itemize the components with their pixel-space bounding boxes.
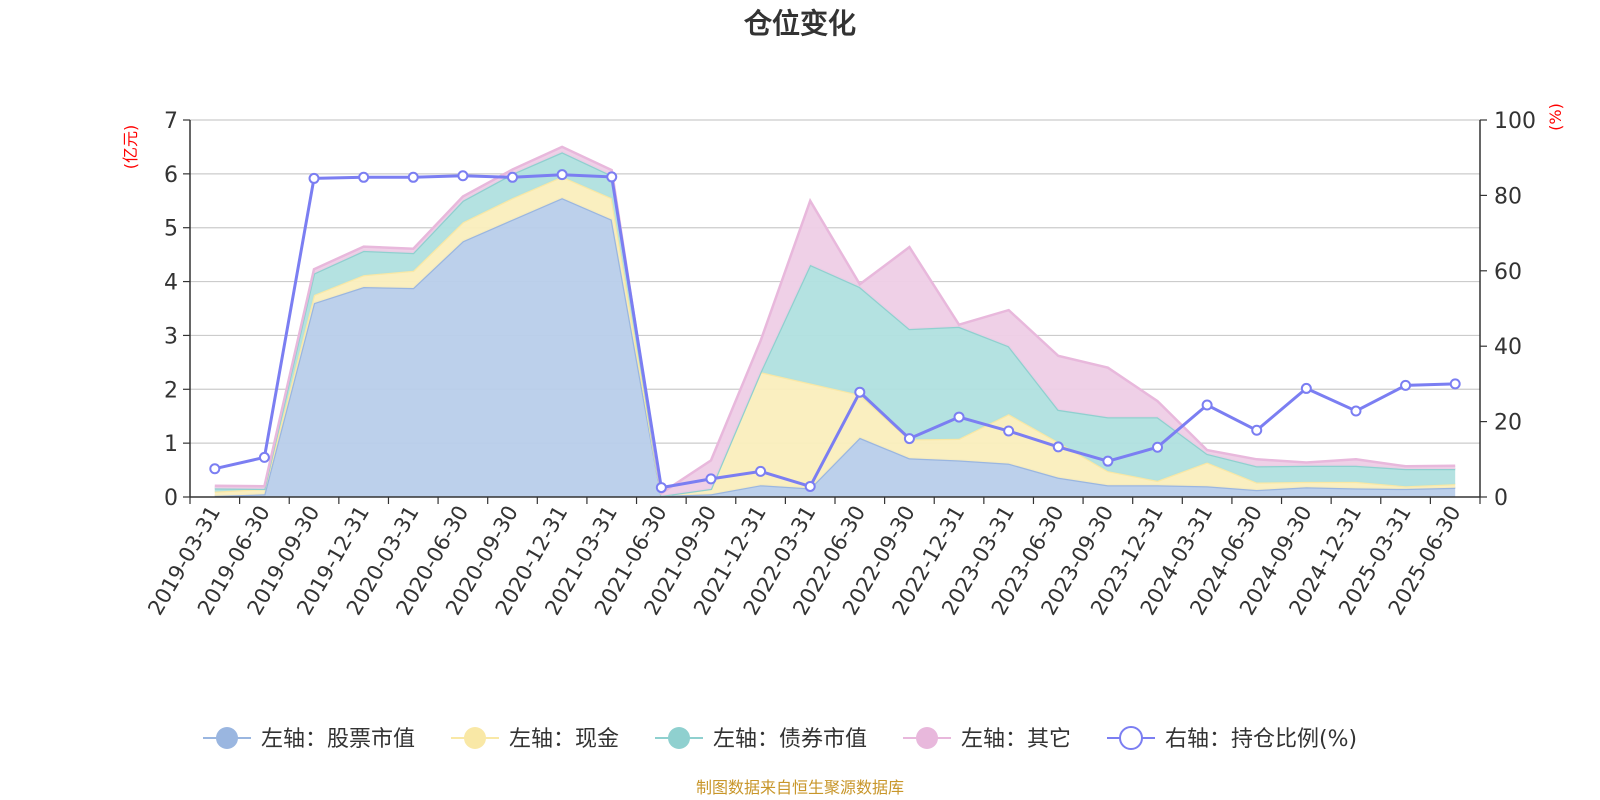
left-tick-label: 5 [164, 217, 178, 242]
ratio-point [407, 171, 419, 183]
legend: 左轴：股票市值 左轴：现金 左轴：债券市值 左轴：其它 右轴：持仓比例(%) [203, 726, 1357, 752]
area-左轴：股票市值 [214, 198, 1456, 497]
stacked-areas [214, 145, 1456, 498]
left-tick-label: 1 [164, 432, 178, 457]
ratio-point [804, 480, 816, 492]
legend-item: 左轴：股票市值 [203, 727, 415, 752]
ratio-point [1201, 399, 1213, 411]
ratio-point [1251, 424, 1263, 436]
ratio-point [1300, 382, 1312, 394]
right-tick-label: 20 [1494, 411, 1522, 436]
ratio-point [1003, 425, 1015, 437]
legend-label: 右轴：持仓比例(%) [1165, 727, 1357, 752]
right-axis-unit: (%) [1546, 103, 1565, 131]
left-tick-label: 3 [164, 324, 178, 349]
legend-label: 左轴：现金 [509, 727, 619, 752]
legend-label: 左轴：股票市值 [261, 727, 415, 752]
left-tick-label: 2 [164, 378, 178, 403]
area-左轴：现金 [214, 176, 1456, 496]
ratio-point [457, 170, 469, 182]
legend-marker [464, 727, 486, 749]
ratio-point [705, 473, 717, 485]
ratio-point [953, 411, 965, 423]
legend-item: 左轴：现金 [451, 727, 619, 752]
ratio-point [903, 433, 915, 445]
ratio-point [655, 482, 667, 494]
legend-marker [916, 727, 938, 749]
ratio-point [854, 386, 866, 398]
chart-title: 仓位变化 [744, 7, 856, 40]
line-右轴：持仓比例(%) [214, 173, 1456, 490]
left-axis-unit: (亿元) [121, 125, 140, 170]
right-tick-label: 60 [1494, 260, 1522, 285]
ratio-point [258, 451, 270, 463]
legend-item: 左轴：其它 [903, 727, 1071, 752]
area-左轴：其它 [214, 146, 1456, 496]
legend-marker [668, 727, 690, 749]
legend-marker [216, 727, 238, 749]
ratio-point [1449, 378, 1461, 390]
right-tick-label: 100 [1494, 109, 1536, 134]
ratio-line [209, 169, 1461, 494]
right-tick-label: 40 [1494, 335, 1522, 360]
ratio-point [358, 171, 370, 183]
legend-item: 左轴：债券市值 [655, 727, 867, 752]
ratio-point [1400, 379, 1412, 391]
ratio-point [1152, 441, 1163, 453]
left-tick-label: 6 [164, 163, 178, 188]
left-tick-label: 4 [164, 271, 178, 296]
ratio-point [556, 169, 568, 181]
area-edge-左轴：其它 [214, 145, 1456, 496]
left-tick-label: 0 [164, 486, 178, 511]
ratio-point [209, 463, 221, 475]
ratio-point [1052, 441, 1064, 453]
legend-marker [1119, 726, 1143, 750]
right-tick-label: 80 [1494, 184, 1522, 209]
ratio-point [606, 171, 618, 183]
legend-label: 左轴：其它 [961, 727, 1071, 752]
ratio-point [755, 465, 767, 477]
ratio-point [507, 171, 518, 183]
right-tick-label: 0 [1494, 486, 1508, 511]
ratio-point [308, 172, 320, 184]
left-tick-label: 7 [164, 109, 178, 134]
area-左轴：债券市值 [214, 152, 1456, 496]
legend-label: 左轴：债券市值 [713, 727, 867, 752]
data-source-note: 制图数据来自恒生聚源数据库 [696, 778, 904, 797]
ratio-point [1102, 455, 1114, 467]
legend-item: 右轴：持仓比例(%) [1107, 726, 1357, 752]
ratio-point [1350, 405, 1362, 417]
